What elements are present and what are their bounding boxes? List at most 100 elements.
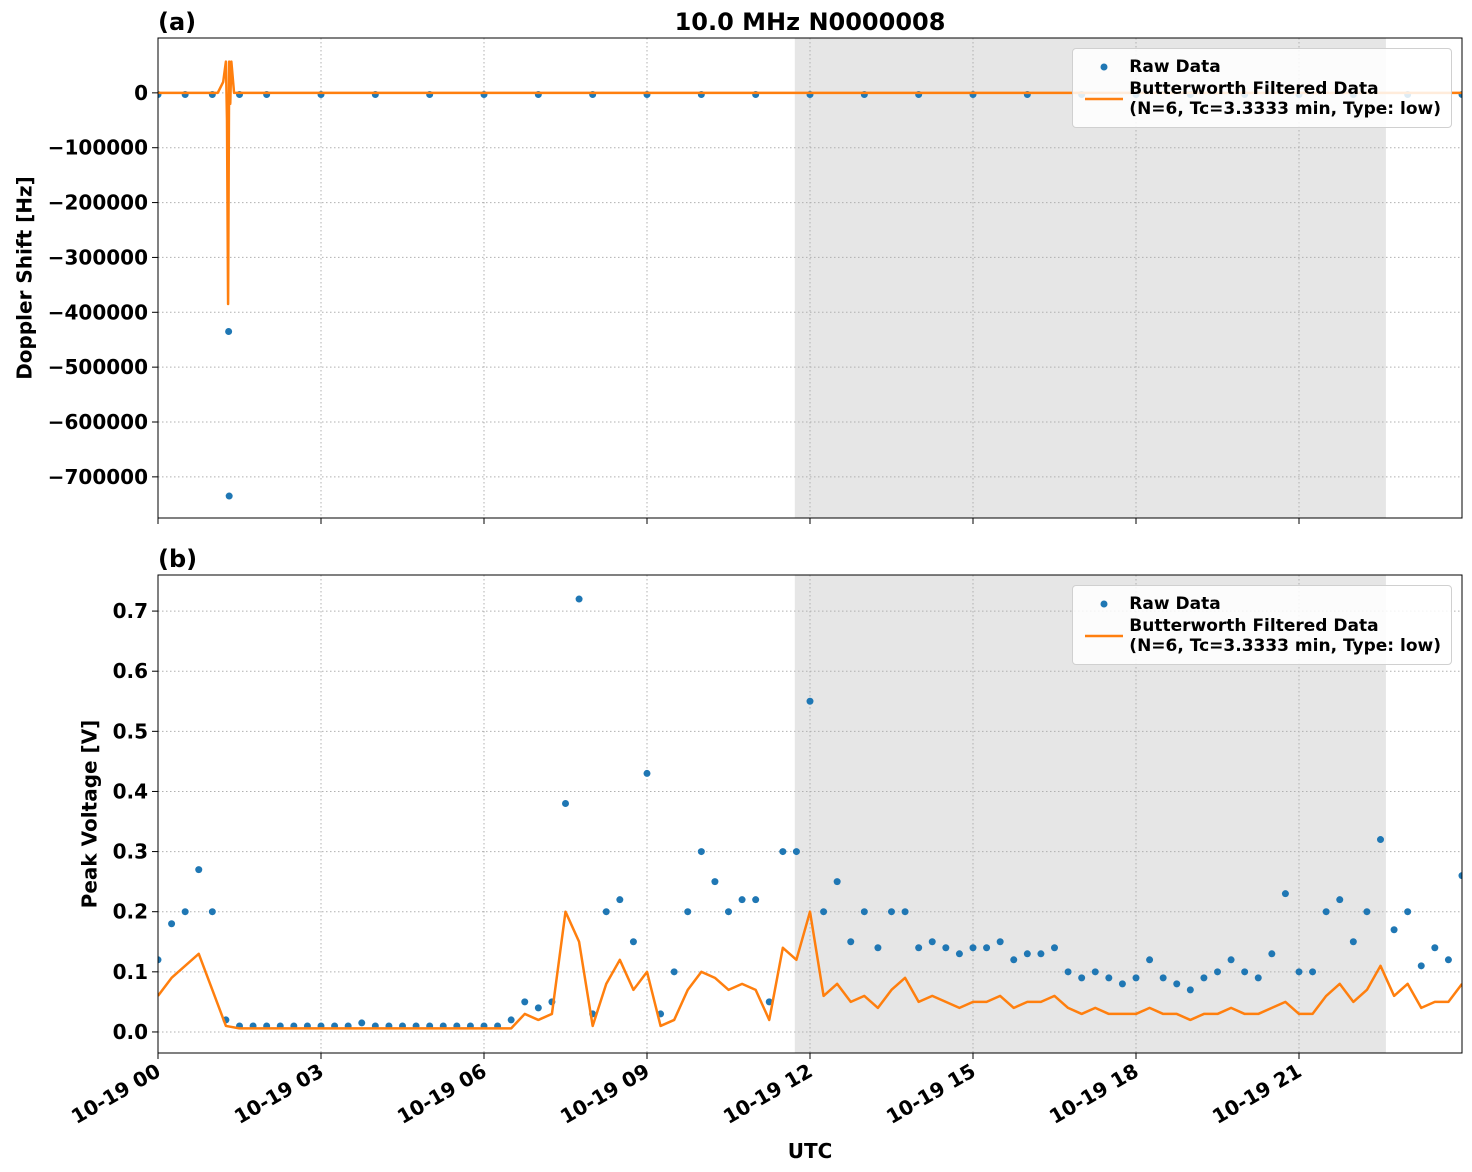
raw-data-point: [1010, 956, 1018, 964]
raw-data-point: [1295, 968, 1303, 976]
raw-data-point: [969, 944, 977, 952]
y-tick-label: −400000: [48, 300, 148, 324]
raw-data-point: [1444, 956, 1452, 964]
raw-data-point: [1132, 974, 1140, 982]
raw-data-point: [208, 908, 216, 916]
x-tick-label: 10-19 21: [1208, 1059, 1306, 1129]
x-axis-label: UTC: [788, 1139, 833, 1163]
raw-data-point: [1417, 962, 1425, 970]
raw-data-point: [1214, 968, 1221, 976]
raw-data-point: [1363, 908, 1371, 916]
raw-data-point: [225, 327, 233, 335]
legend-label: Raw Data: [1129, 594, 1221, 614]
raw-data-point: [507, 1016, 515, 1024]
raw-data-point: [158, 956, 162, 964]
raw-data-point: [1281, 890, 1289, 898]
filtered-line: [158, 910, 1462, 1030]
raw-data-point: [860, 908, 868, 916]
raw-data-point: [1322, 908, 1330, 916]
raw-data-point: [983, 944, 991, 952]
raw-data-point: [1349, 938, 1357, 946]
y-tick-label: 0.1: [113, 960, 148, 984]
raw-data-point: [521, 998, 529, 1006]
raw-data-point: [534, 1004, 542, 1012]
raw-data-point: [942, 944, 950, 952]
raw-data-point: [1227, 956, 1235, 964]
legend-marker: [1100, 63, 1108, 71]
raw-data-point: [996, 938, 1004, 946]
legend-key: [1085, 634, 1124, 638]
raw-data-point: [1404, 908, 1412, 916]
x-tick-label: 10-19 18: [1045, 1059, 1143, 1129]
legend-label: Butterworth Filtered Data (N=6, Tc=3.333…: [1129, 79, 1441, 119]
y-axis-label: Doppler Shift [Hz]: [13, 176, 37, 380]
raw-data-point: [765, 998, 773, 1006]
raw-data-point: [1186, 986, 1194, 994]
y-tick-label: −200000: [48, 191, 148, 215]
raw-data-point: [616, 896, 624, 904]
raw-data-point: [697, 848, 705, 856]
legend: Raw Data Butterworth Filtered Data (N=6, …: [1072, 48, 1452, 128]
series-group: [158, 595, 1462, 1030]
legend-marker: [1100, 600, 1108, 608]
y-tick-label: −100000: [48, 136, 148, 160]
raw-data-point: [752, 896, 760, 904]
raw-data-point: [1118, 980, 1126, 988]
raw-data-point: [1458, 872, 1462, 880]
raw-data-point: [602, 908, 610, 916]
raw-data-point: [562, 799, 569, 807]
raw-data-point: [1200, 974, 1208, 982]
y-tick-label: −500000: [48, 355, 148, 379]
filtered-line: [158, 60, 1462, 306]
raw-data-point: [225, 492, 233, 500]
y-tick-label: 0: [134, 81, 148, 105]
x-tick-label: 10-19 00: [67, 1059, 165, 1129]
legend: Raw Data Butterworth Filtered Data (N=6, …: [1072, 585, 1452, 665]
raw-data-point: [779, 848, 787, 856]
raw-data-point: [847, 938, 855, 946]
raw-data-point: [874, 944, 882, 952]
y-tick-label: 0.2: [113, 900, 148, 924]
raw-data-point: [1390, 926, 1398, 934]
y-tick-label: 0.5: [113, 719, 148, 743]
raw-data-point: [928, 938, 936, 946]
raw-data-point: [1309, 968, 1317, 976]
raw-data-point: [833, 878, 841, 886]
raw-data-point: [915, 944, 923, 952]
y-tick-label: 0.3: [113, 840, 148, 864]
legend-label: Raw Data: [1129, 57, 1221, 77]
raw-data-point: [1023, 950, 1031, 958]
x-tick-label: 10-19 06: [393, 1059, 491, 1129]
y-tick-label: −300000: [48, 245, 148, 269]
legend-key: [1100, 63, 1108, 71]
y-axis-label: Peak Voltage [V]: [78, 720, 102, 909]
raw-data-point: [1078, 974, 1086, 982]
y-tick-label: 0.6: [113, 659, 148, 683]
raw-data-point: [888, 908, 895, 916]
raw-data-point: [1037, 950, 1045, 958]
raw-data-point: [1336, 896, 1344, 904]
raw-data-point: [725, 908, 732, 916]
raw-data-point: [901, 908, 909, 916]
y-tick-label: −600000: [48, 410, 148, 434]
legend-entry: Butterworth Filtered Data (N=6, Tc=3.333…: [1079, 79, 1441, 119]
legend-key: [1085, 97, 1124, 101]
raw-data-point: [1091, 968, 1099, 976]
raw-data-point: [1105, 974, 1113, 982]
chart-title: 10.0 MHz N0000008: [675, 8, 946, 36]
y-tick-label: −700000: [48, 465, 148, 489]
raw-data-point: [181, 908, 189, 916]
raw-data-point: [1377, 836, 1384, 844]
raw-data-point: [575, 595, 583, 603]
raw-data-point: [1254, 974, 1262, 982]
raw-data-point: [1064, 968, 1072, 976]
raw-data-point: [1159, 974, 1167, 982]
raw-data-point: [1051, 944, 1058, 952]
x-tick-label: 10-19 09: [556, 1059, 654, 1129]
x-tick-label: 10-19 12: [719, 1059, 817, 1129]
raw-data-point: [711, 878, 719, 886]
legend-entry: Raw Data: [1079, 57, 1441, 77]
panel-label: (a): [158, 8, 196, 36]
y-tick-label: 0.4: [113, 779, 148, 803]
raw-data-point: [1241, 968, 1249, 976]
